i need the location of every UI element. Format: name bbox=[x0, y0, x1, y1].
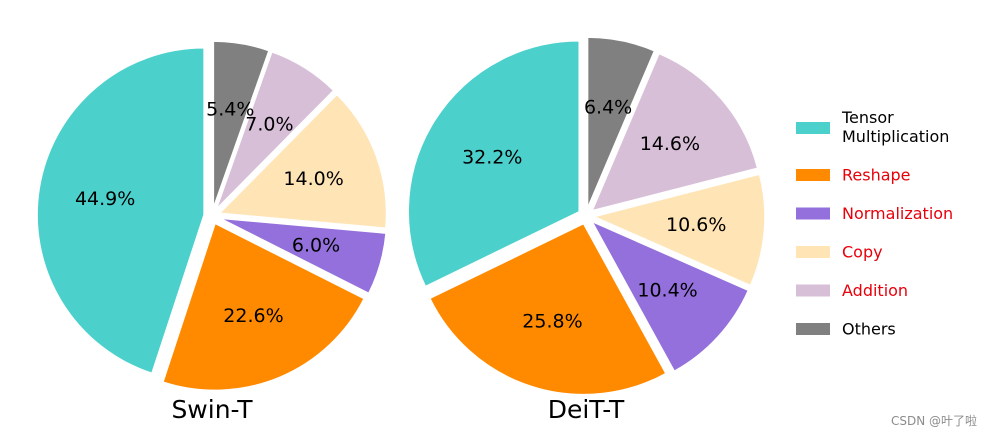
slice-label-reshape: 25.8% bbox=[522, 310, 582, 332]
slice-copy bbox=[217, 93, 388, 230]
slice-others bbox=[586, 36, 656, 209]
slice-others bbox=[212, 40, 270, 209]
slice-copy bbox=[591, 173, 766, 287]
legend-swatch-normalization bbox=[796, 207, 830, 220]
legend-label-tensor-multiplication: Tensor Multiplication bbox=[841, 108, 949, 146]
slice-label-tensor-multiplication: 32.2% bbox=[462, 146, 522, 168]
slice-label-addition: 14.6% bbox=[640, 133, 700, 155]
slice-label-others: 5.4% bbox=[206, 98, 254, 120]
slice-reshape bbox=[161, 222, 366, 392]
legend-label-copy: Copy bbox=[842, 243, 883, 262]
slice-tensor-multiplication bbox=[36, 46, 205, 375]
pie-swin-t: 5.4%7.0% 14.0% 6.0% 22.6% 44.9% Swin-T bbox=[36, 40, 388, 424]
slice-label-copy: 10.6% bbox=[666, 214, 726, 236]
slice-addition bbox=[590, 52, 759, 212]
legend-label-line: Multiplication bbox=[842, 127, 949, 146]
slice-label-others: 6.4% bbox=[584, 97, 632, 119]
slice-normalization bbox=[219, 217, 387, 295]
slice-label-copy: 14.0% bbox=[283, 168, 343, 190]
legend: Tensor Multiplication Reshape Normalization… bbox=[796, 108, 953, 339]
legend-label-addition: Addition bbox=[842, 281, 908, 300]
pie-title: Swin-T bbox=[171, 395, 253, 424]
legend-label-line: Tensor bbox=[841, 108, 894, 127]
pie-deit-t: 6.4% 14.6% 10.6% 10.4% 25.8% 32.2% DeiT-T bbox=[407, 36, 766, 424]
slice-label-addition: 7.0% bbox=[245, 113, 293, 135]
legend-swatch-reshape bbox=[796, 169, 830, 181]
slice-label-normalization: 6.0% bbox=[292, 235, 340, 257]
slice-label-reshape: 22.6% bbox=[223, 305, 283, 327]
slice-normalization bbox=[590, 219, 750, 373]
slice-label-normalization: 10.4% bbox=[637, 280, 697, 302]
legend-label-reshape: Reshape bbox=[842, 166, 911, 185]
legend-swatch-copy bbox=[796, 246, 830, 258]
watermark: CSDN @叶了啦 bbox=[890, 414, 977, 428]
legend-swatch-tensor-multiplication bbox=[796, 122, 830, 134]
legend-swatch-others bbox=[796, 323, 830, 335]
slice-label-tensor-multiplication: 44.9% bbox=[75, 188, 135, 210]
slice-tensor-multiplication bbox=[407, 40, 580, 288]
legend-swatch-addition bbox=[796, 284, 830, 297]
legend-label-normalization: Normalization bbox=[842, 204, 953, 223]
slice-addition bbox=[215, 50, 335, 210]
slice-reshape bbox=[428, 222, 667, 396]
pie-title: DeiT-T bbox=[548, 395, 625, 424]
legend-label-others: Others bbox=[842, 320, 896, 339]
